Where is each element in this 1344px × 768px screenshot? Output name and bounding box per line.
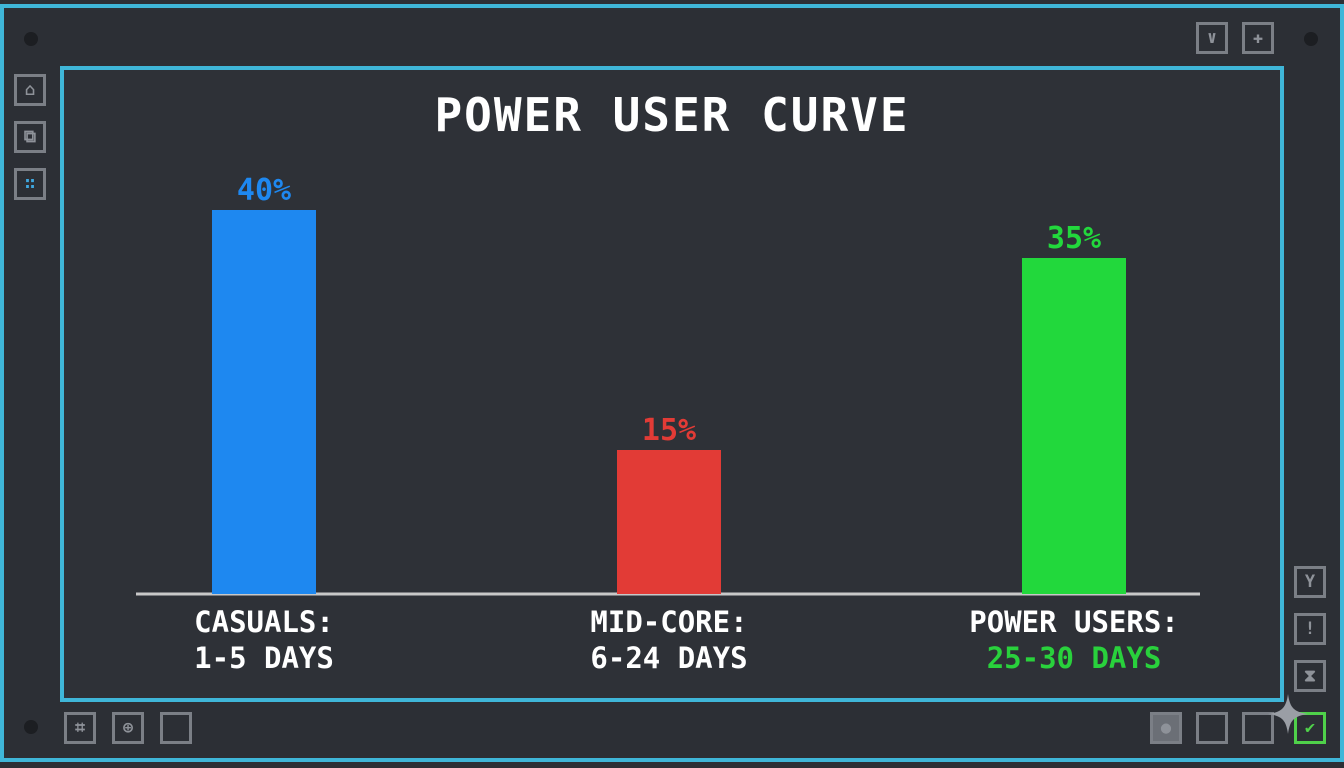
category-label: MID-CORE: 6-24 DAYS	[509, 604, 829, 676]
square-icon[interactable]	[1196, 712, 1228, 744]
pattern-icon[interactable]: ⌗	[64, 712, 96, 744]
antenna-icon[interactable]: Y	[1294, 566, 1326, 598]
mask-icon[interactable]: ∨	[1196, 22, 1228, 54]
grid-dots-icon[interactable]: ∷	[14, 168, 46, 200]
data-label: 35%	[1047, 221, 1101, 256]
bar	[617, 450, 721, 594]
bar	[1022, 258, 1126, 594]
category-label: CASUALS: 1-5 DAYS	[104, 604, 424, 676]
sparkle-icon	[1268, 694, 1308, 734]
check-icon[interactable]: ✔	[1294, 712, 1326, 744]
bar	[212, 210, 316, 594]
rivet	[1304, 32, 1318, 46]
square-icon[interactable]	[1242, 712, 1274, 744]
record-icon[interactable]: ●	[1150, 712, 1182, 744]
layers-icon[interactable]: ⧉	[14, 121, 46, 153]
category-range: 6-24 DAYS	[590, 641, 748, 675]
category-label: POWER USERS: 25-30 DAYS	[914, 604, 1234, 676]
lock-icon[interactable]: ⌂	[14, 74, 46, 106]
category-name: POWER USERS:	[969, 605, 1179, 639]
rivet	[24, 720, 38, 734]
outer-frame	[0, 4, 1344, 762]
alert-icon[interactable]: !	[1294, 613, 1326, 645]
globe-icon[interactable]: ⊕	[112, 712, 144, 744]
plus-icon[interactable]: ✚	[1242, 22, 1274, 54]
category-range: 25-30 DAYS	[986, 641, 1162, 675]
category-name: MID-CORE:	[590, 605, 748, 639]
category-name: CASUALS:	[194, 605, 334, 639]
chart-title: POWER USER CURVE	[434, 88, 910, 142]
data-label: 40%	[237, 173, 291, 208]
rivet	[24, 32, 38, 46]
square-icon[interactable]	[160, 712, 192, 744]
hourglass-icon[interactable]: ⧗	[1294, 660, 1326, 692]
category-range: 1-5 DAYS	[194, 641, 334, 675]
data-label: 15%	[642, 413, 696, 448]
